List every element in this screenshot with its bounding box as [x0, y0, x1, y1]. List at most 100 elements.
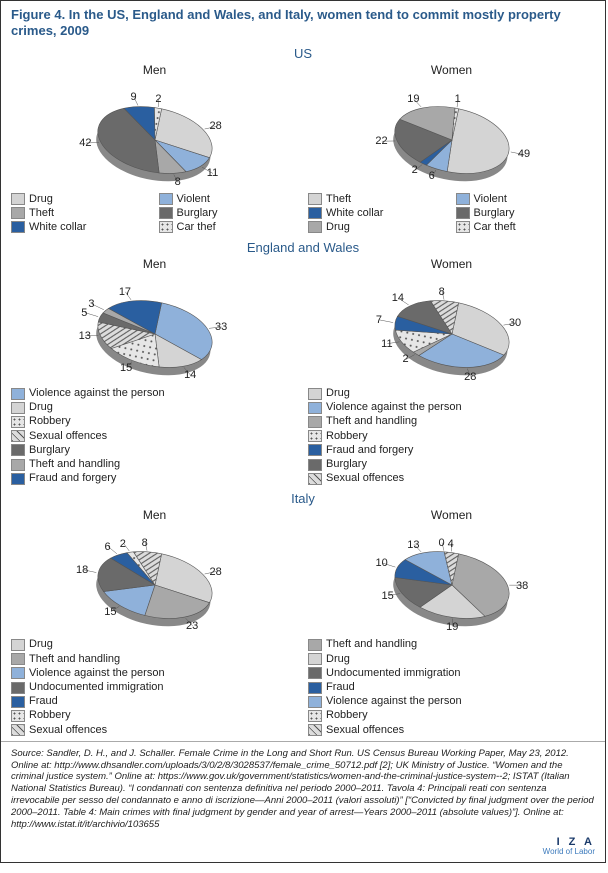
legend-label: Sexual offences [326, 724, 404, 737]
country-block: US Men 281184292 Drug Violent Theft [1, 44, 605, 239]
legend-swatch [11, 653, 25, 665]
legend-item: Drug [308, 221, 448, 234]
legend-swatch [11, 193, 25, 205]
legend-label: Burglary [29, 444, 70, 457]
legend-label: Undocumented immigration [29, 681, 164, 694]
legend-item: Drug [308, 653, 595, 666]
legend-swatch [456, 221, 470, 233]
slice-value-label: 4 [448, 538, 454, 550]
legend-label: Robbery [29, 709, 71, 722]
legend-label: Burglary [474, 207, 515, 220]
legend-label: Robbery [326, 709, 368, 722]
legend-swatch [308, 653, 322, 665]
legend-item: Sexual offences [11, 430, 298, 443]
legend-item: Undocumented immigration [308, 667, 595, 680]
slice-value-label: 6 [104, 541, 110, 553]
legend-label: Robbery [29, 415, 71, 428]
slice-value-label: 18 [76, 564, 88, 576]
legend-item: Theft [11, 207, 151, 220]
slice-value-label: 2 [155, 93, 161, 105]
slice-value-label: 42 [79, 137, 91, 149]
iza-logo-line2: World of Labor [543, 848, 595, 856]
slice-value-label: 9 [130, 91, 136, 103]
legend-label: Burglary [326, 458, 367, 471]
slice-value-label: 13 [407, 539, 419, 551]
slice-value-label: 19 [446, 621, 458, 633]
legend-swatch [308, 682, 322, 694]
legend-item: White collar [11, 221, 151, 234]
legend-item: Theft and handling [308, 638, 595, 651]
slice-value-label: 5 [81, 307, 87, 319]
legend-swatch [308, 667, 322, 679]
slice-value-label: 10 [376, 557, 388, 569]
legend-swatch [308, 724, 322, 736]
pie-column: Women 30282117148 Drug Violence against … [308, 257, 595, 485]
legend-label: Drug [29, 638, 53, 651]
legend-swatch [11, 696, 25, 708]
legend: Drug Violence against the person Theft a… [308, 387, 595, 485]
country-block: England and Wales Men 331415135317 Viole… [1, 238, 605, 489]
legend-label: Drug [29, 193, 53, 206]
legend: Theft and handling Drug Undocumented imm… [308, 638, 595, 736]
footer-logo: I Z A World of Labor [1, 835, 605, 862]
slice-value-label: 2 [120, 538, 126, 550]
legend-label: Violence against the person [29, 387, 165, 400]
pie-wrap: 281184292 [60, 79, 250, 189]
legend-swatch [308, 639, 322, 651]
pie-wrap: 381915101304 [357, 524, 547, 634]
slice-value-label: 8 [175, 176, 181, 188]
legend-label: Sexual offences [326, 472, 404, 485]
legend-item: Drug [11, 401, 298, 414]
legend-swatch [159, 207, 173, 219]
pie-column: Men 281184292 Drug Violent Theft Burglar… [11, 63, 298, 235]
legend-swatch [308, 388, 322, 400]
legend-item: Car thef [159, 221, 299, 234]
pie-svg [60, 524, 250, 634]
pie-wrap: 331415135317 [60, 273, 250, 383]
legend-label: Fraud [326, 681, 355, 694]
legend-swatch [11, 388, 25, 400]
legend-item: Drug [308, 387, 595, 400]
legend-label: Fraud and forgery [326, 444, 413, 457]
legend-swatch [159, 221, 173, 233]
legend-item: Violence against the person [11, 667, 298, 680]
pie-pair: Men 28231518628 Drug Theft and handling … [11, 508, 595, 736]
legend-swatch [11, 207, 25, 219]
legend-label: Burglary [177, 207, 218, 220]
legend-swatch [11, 473, 25, 485]
legend-item: Theft and handling [11, 653, 298, 666]
legend-item: Undocumented immigration [11, 681, 298, 694]
legend-item: Drug [11, 193, 151, 206]
legend-swatch [11, 682, 25, 694]
slice-value-label: 2 [412, 164, 418, 176]
pie-column: Men 331415135317 Violence against the pe… [11, 257, 298, 485]
pie-wrap: 30282117148 [357, 273, 547, 383]
legend-item: Robbery [11, 709, 298, 722]
legend-item: White collar [308, 207, 448, 220]
legend: Drug Theft and handling Violence against… [11, 638, 298, 736]
pie-title: Men [143, 508, 166, 522]
legend-swatch [11, 724, 25, 736]
slice-value-label: 15 [104, 606, 116, 618]
legend-item: Violence against the person [308, 695, 595, 708]
pie-svg [357, 79, 547, 189]
legend-item: Violent [159, 193, 299, 206]
legend-label: Undocumented immigration [326, 667, 461, 680]
legend-label: Theft [29, 207, 54, 220]
legend-item: Theft and handling [308, 415, 595, 428]
slice-value-label: 38 [516, 580, 528, 592]
legend-swatch [308, 221, 322, 233]
slice-value-label: 19 [407, 93, 419, 105]
pie-title: Women [431, 257, 472, 271]
pie-title: Men [143, 63, 166, 77]
country-label: US [11, 46, 595, 61]
legend-swatch [308, 402, 322, 414]
legend-label: Sexual offences [29, 724, 107, 737]
slice-value-label: 3 [88, 298, 94, 310]
legend-swatch [308, 473, 322, 485]
legend-item: Violence against the person [11, 387, 298, 400]
legend-label: Sexual offences [29, 430, 107, 443]
pie-column: Women 496222191 Theft Violent White coll… [308, 63, 595, 235]
figure-caption: Figure 4. In the US, England and Wales, … [1, 1, 605, 44]
legend-swatch [308, 710, 322, 722]
